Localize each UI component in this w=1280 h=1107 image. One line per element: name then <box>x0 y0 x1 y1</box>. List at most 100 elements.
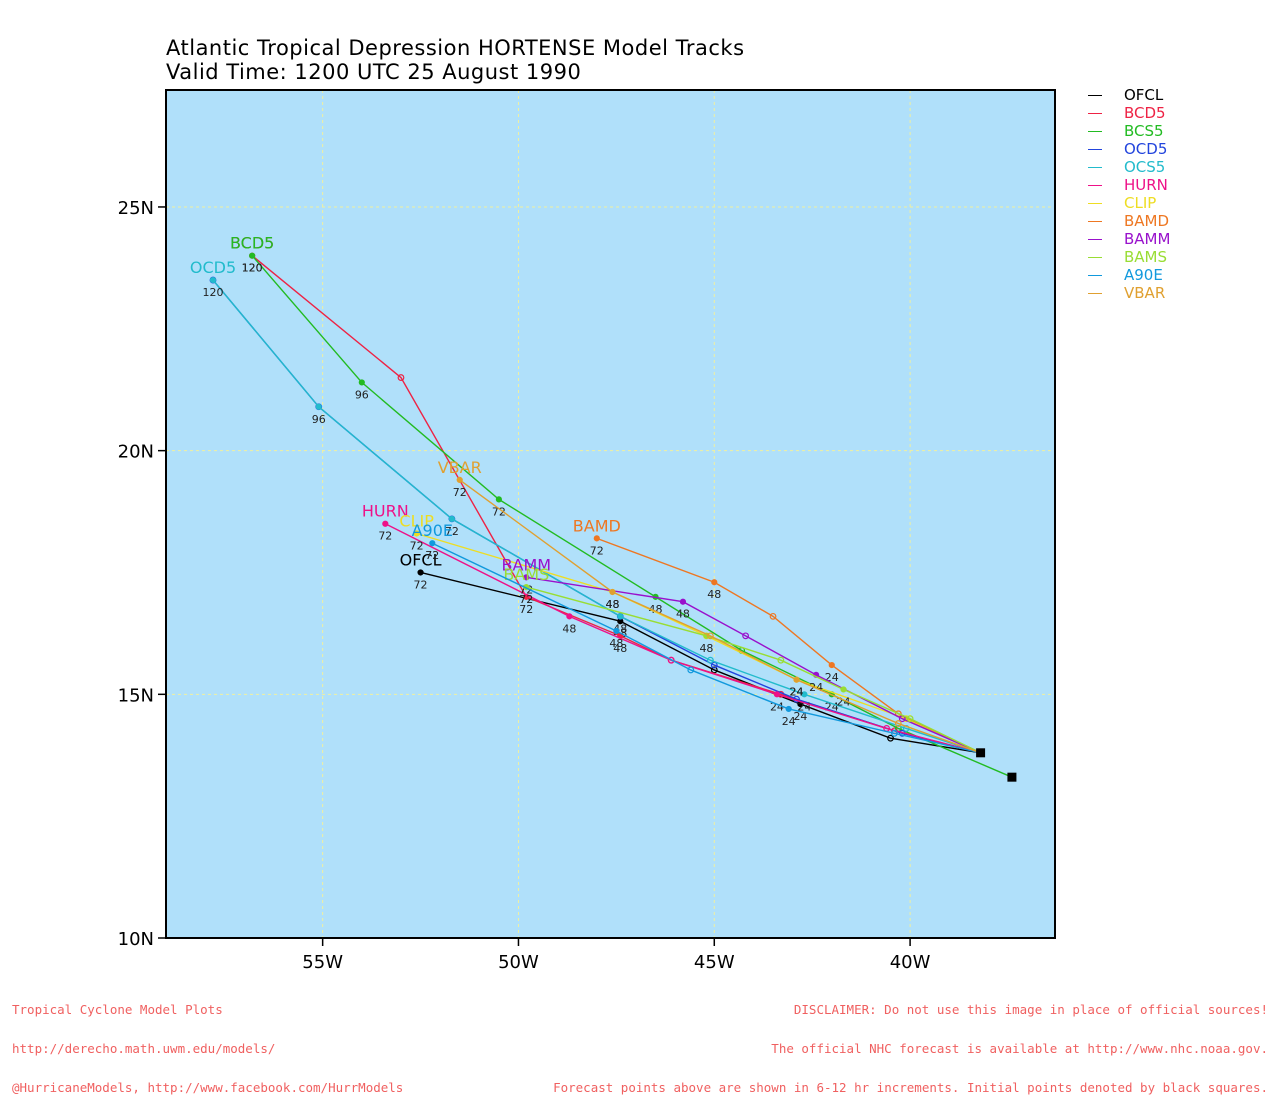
legend-swatch <box>1088 112 1102 114</box>
forecast-hour-label: 72 <box>378 530 392 543</box>
legend-swatch <box>1088 148 1102 150</box>
point-vbar <box>793 676 800 683</box>
legend-label: BAMM <box>1124 230 1171 248</box>
chart-title-line1: Atlantic Tropical Depression HORTENSE Mo… <box>166 36 745 60</box>
point-bamd <box>769 612 777 620</box>
series-end-label-a90e: A90E <box>412 521 453 540</box>
series-line-bams <box>526 586 981 754</box>
legend-label: OFCL <box>1124 86 1164 104</box>
legend-swatch <box>1088 94 1102 96</box>
legend-item-a90e: A90E <box>1088 266 1170 284</box>
legend-item-vbar: VBAR <box>1088 284 1170 302</box>
point-ocs5 <box>801 691 808 698</box>
footer-right-line3: Forecast points above are shown in 6-12 … <box>553 1080 1268 1095</box>
forecast-hour-label: 72 <box>590 544 604 557</box>
footer-right: DISCLAIMER: Do not use this image in pla… <box>553 977 1268 1107</box>
point-ofcl <box>710 666 718 674</box>
legend-label: BAMD <box>1124 212 1170 230</box>
series-end-label-vbar: VBAR <box>438 458 482 477</box>
forecast-hour-label: 120 <box>242 262 263 275</box>
footer-left-line1: Tropical Cyclone Model Plots <box>12 1002 223 1017</box>
legend-label: BCS5 <box>1124 122 1164 140</box>
forecast-hour-label: 24 <box>809 681 823 694</box>
series-end-label-hurn: HURN <box>362 502 409 521</box>
point-bams <box>777 656 785 664</box>
x-tick-label: 55W <box>302 952 343 973</box>
forecast-hour-label: 48 <box>676 608 690 621</box>
legend-item-ocs5: OCS5 <box>1088 158 1170 176</box>
forecast-hour-label: 72 <box>414 578 428 591</box>
point-ocs5 <box>706 656 714 664</box>
legend-label: OCD5 <box>1124 140 1168 158</box>
point-bamm <box>742 632 750 640</box>
y-tick-label: 25N <box>118 198 154 219</box>
forecast-hour-label: 120 <box>242 262 263 275</box>
y-tick-label: 10N <box>118 929 154 950</box>
forecast-hour-label: 96 <box>355 388 369 401</box>
point-ocs5 <box>209 276 217 284</box>
legend-label: VBAR <box>1124 284 1166 302</box>
x-tick-label: 45W <box>694 952 735 973</box>
forecast-hour-label: 24 <box>793 710 807 723</box>
forecast-hour-label: 48 <box>605 598 619 611</box>
series-line-bamm <box>526 576 981 754</box>
forecast-hour-label: 72 <box>453 486 467 499</box>
point-ocs5 <box>315 403 322 410</box>
forecast-hour-label: 72 <box>410 539 424 552</box>
series-end-label-ofcl: OFCL <box>400 550 442 569</box>
legend-swatch <box>1088 166 1102 168</box>
legend-item-clip: CLIP <box>1088 194 1170 212</box>
track-chart: 55W50W45W40W10N15N20N25N244872OFCL487212… <box>118 89 1056 973</box>
legend-swatch <box>1088 292 1102 294</box>
footer-right-line2: The official NHC forecast is available a… <box>771 1041 1268 1056</box>
forecast-hour-label: 96 <box>312 413 326 426</box>
legend-item-ocd5: OCD5 <box>1088 140 1170 158</box>
chart-title-line2: Valid Time: 1200 UTC 25 August 1990 <box>166 60 582 84</box>
series-end-label-bcs5: BCD5 <box>230 234 274 253</box>
legend-swatch <box>1088 202 1102 204</box>
legend-label: HURN <box>1124 176 1168 194</box>
point-bcd5 <box>397 374 405 381</box>
legend-label: OCS5 <box>1124 158 1166 176</box>
point-ofcl <box>417 569 424 576</box>
forecast-hour-label: 48 <box>609 637 623 650</box>
legend-swatch <box>1088 238 1102 240</box>
series-line-ocs5 <box>212 279 981 754</box>
point-bcs5 <box>249 252 256 259</box>
footer-left: Tropical Cyclone Model Plots http://dere… <box>12 977 403 1107</box>
legend-swatch <box>1088 220 1102 222</box>
series-line-a90e <box>432 542 981 754</box>
series-end-label-ocs5: OCD5 <box>190 258 236 277</box>
legend-item-bams: BAMS <box>1088 248 1170 266</box>
forecast-hour-label: 48 <box>613 642 627 655</box>
forecast-hour-label: 72 <box>492 505 506 518</box>
series-end-label-bams: BAMS <box>503 565 549 584</box>
legend-label: A90E <box>1124 266 1163 284</box>
chart-legend: OFCL BCD5 BCS5 OCD5 OCS5 HURN CLIP BAMD BAMM BAMS… <box>1088 86 1170 302</box>
initial-point-square <box>1007 772 1017 782</box>
point-a90e <box>613 627 620 635</box>
point-bamd <box>593 535 600 542</box>
point-ocs5 <box>617 613 624 620</box>
forecast-hour-label: 24 <box>782 715 796 728</box>
point-a90e <box>785 705 792 713</box>
forecast-hour-label: 48 <box>707 588 721 601</box>
point-vbar <box>456 476 463 483</box>
point-bamm <box>679 598 687 605</box>
x-tick-label: 50W <box>498 952 539 973</box>
y-tick-label: 15N <box>118 685 154 706</box>
point-ofcl <box>887 734 894 742</box>
forecast-hour-label: 48 <box>562 622 576 635</box>
x-tick-label: 40W <box>890 952 931 973</box>
y-tick-label: 20N <box>118 442 154 463</box>
point-hurn <box>667 656 675 664</box>
point-a90e <box>429 540 436 547</box>
forecast-hour-label: 72 <box>445 525 459 538</box>
footer-right-line1: DISCLAIMER: Do not use this image in pla… <box>793 1002 1268 1017</box>
point-bcs5 <box>495 496 502 503</box>
point-bcs5 <box>358 379 365 386</box>
forecast-hour-label: 72 <box>425 549 439 562</box>
point-hurn <box>382 520 389 527</box>
legend-swatch <box>1088 274 1102 276</box>
point-bams <box>906 715 914 723</box>
